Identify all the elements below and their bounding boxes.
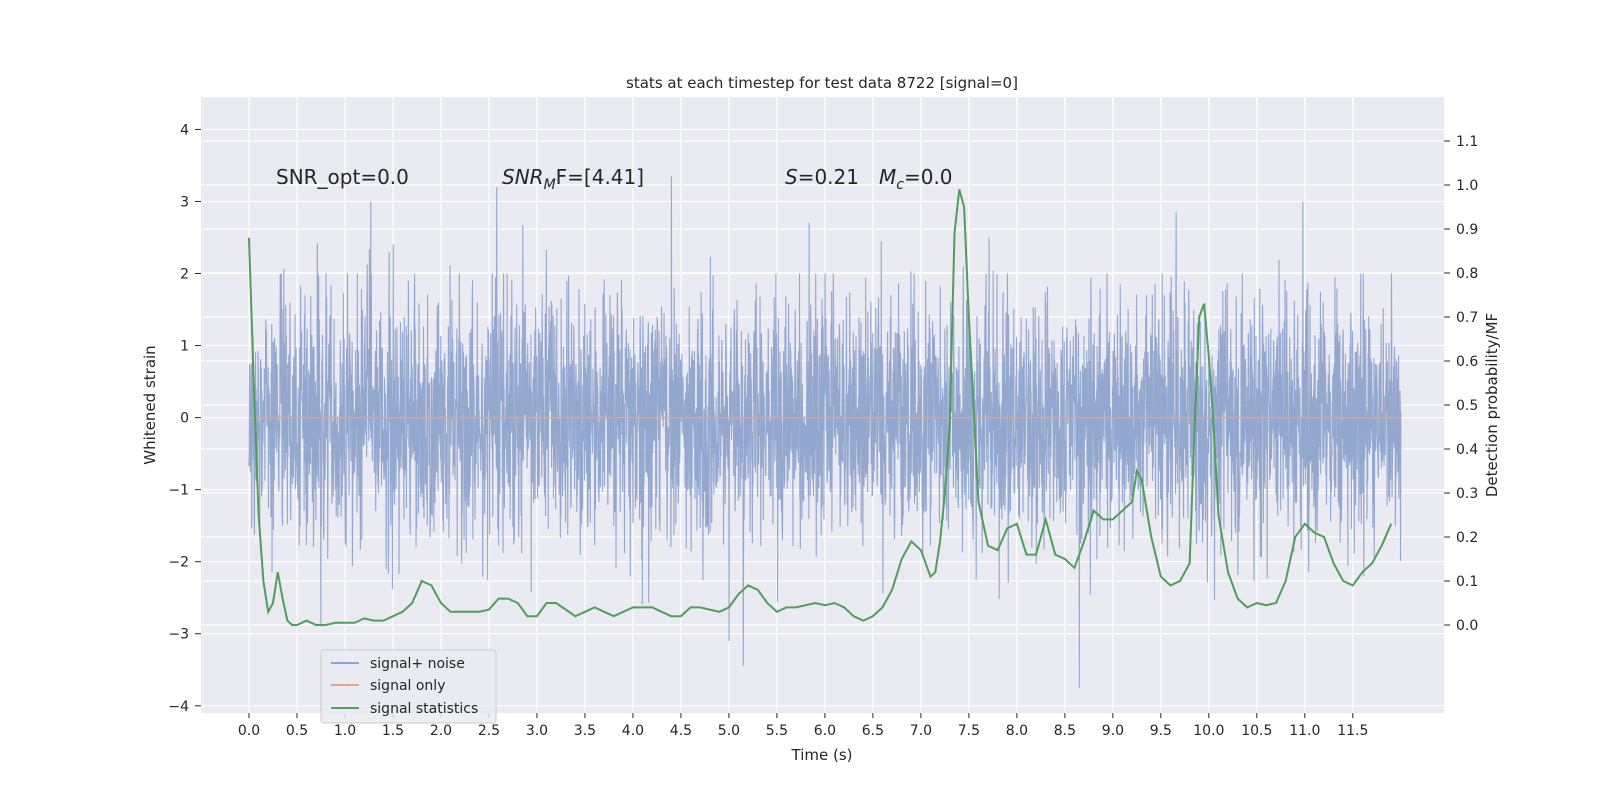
annotation-s: S=0.21 — [785, 165, 859, 189]
x-tick-label: 4.0 — [622, 723, 644, 739]
tick-labels: 0.0 0.5 1.0 1.5 2.0 2.5 3.0 3.5 4.0 4.5 5.0 5.5 6.0 6… — [168, 122, 1478, 739]
y-axis-label-left: Whitened strain — [141, 345, 159, 464]
annotation-mc: Mc=0.0 — [879, 165, 953, 193]
legend-label-signal-noise: signal+ noise — [370, 656, 465, 672]
signal-noise-series — [248, 176, 1402, 688]
x-tick-label: 5.0 — [718, 723, 740, 739]
x-tick-label: 7.5 — [958, 723, 980, 739]
x-tick-label: 7.0 — [910, 723, 932, 739]
x-tick-label: 6.0 — [814, 723, 836, 739]
x-tick-label: 8.0 — [1006, 723, 1028, 739]
x-tick-label: 0.5 — [286, 723, 308, 739]
legend: signal+ noise signal only signal statist… — [320, 649, 497, 724]
y-left-tick-label: 0 — [180, 411, 189, 427]
y-right-tick-label: 0.8 — [1456, 266, 1478, 282]
annotation-snr-opt: SNR_opt=0.0 — [276, 165, 409, 189]
x-tick-label: 3.0 — [526, 723, 548, 739]
y-left-tick-label: 3 — [180, 194, 189, 210]
y-axis-label-right: Detection probability/MF — [1483, 313, 1501, 497]
y-right-tick-label: 0.4 — [1456, 442, 1478, 458]
x-tick-label: 0.0 — [238, 723, 260, 739]
x-tick-label: 10.5 — [1241, 723, 1272, 739]
y-left-tick-label: −4 — [168, 699, 189, 715]
y-left-tick-label: −1 — [168, 483, 189, 499]
x-tick-label: 4.5 — [670, 723, 692, 739]
y-right-tick-label: 0.7 — [1456, 310, 1478, 326]
y-left-tick-label: −3 — [168, 627, 189, 643]
y-left-tick-label: −2 — [168, 555, 189, 571]
x-tick-label: 1.0 — [334, 723, 356, 739]
y-left-tick-label: 1 — [180, 339, 189, 355]
y-right-tick-label: 1.0 — [1456, 178, 1478, 194]
x-tick-label: 9.5 — [1150, 723, 1172, 739]
chart-title: stats at each timestep for test data 872… — [626, 74, 1018, 92]
signal-noise-line — [248, 176, 1402, 688]
y-right-tick-label: 0.6 — [1456, 354, 1478, 370]
x-tick-label: 10.0 — [1193, 723, 1224, 739]
x-axis-label: Time (s) — [791, 746, 853, 764]
x-tick-label: 2.0 — [430, 723, 452, 739]
x-tick-label: 11.5 — [1337, 723, 1368, 739]
x-tick-label: 11.0 — [1289, 723, 1320, 739]
y-right-tick-label: 0.5 — [1456, 398, 1478, 414]
y-left-tick-label: 4 — [180, 122, 189, 138]
signal-statistics-series — [247, 189, 1393, 626]
y-right-tick-label: 0.0 — [1456, 618, 1478, 634]
y-left-tick-label: 2 — [180, 267, 189, 283]
annotation-snr-mf: SNRMF=[4.41] — [502, 165, 644, 193]
x-tick-label: 5.5 — [766, 723, 788, 739]
legend-box — [320, 649, 497, 724]
legend-label-signal-only: signal only — [370, 678, 445, 694]
x-tick-label: 9.0 — [1102, 723, 1124, 739]
x-tick-label: 1.5 — [382, 723, 404, 739]
x-tick-label: 2.5 — [478, 723, 500, 739]
y-right-tick-label: 0.3 — [1456, 486, 1478, 502]
y-right-tick-label: 0.2 — [1456, 530, 1478, 546]
y-right-tick-label: 0.9 — [1456, 222, 1478, 238]
y-right-tick-label: 0.1 — [1456, 574, 1478, 590]
y-right-tick-label: 1.1 — [1456, 134, 1478, 150]
x-tick-label: 6.5 — [862, 723, 884, 739]
x-tick-label: 8.5 — [1054, 723, 1076, 739]
legend-label-signal-statistics: signal statistics — [370, 701, 478, 717]
x-tick-label: 3.5 — [574, 723, 596, 739]
signal-statistics-line — [247, 189, 1393, 626]
